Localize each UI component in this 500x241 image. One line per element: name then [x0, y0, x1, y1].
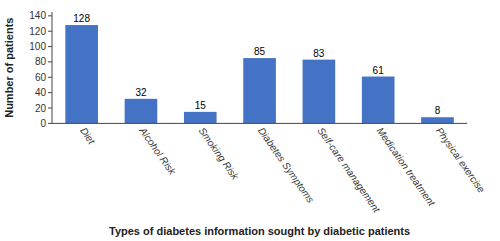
chart: Diet Alcohol Risk Smoking Risk Diabetes Sym…	[0, 0, 500, 241]
data-label: 32	[135, 87, 147, 98]
x-tick-label: Smoking Risk	[197, 125, 242, 182]
bar	[184, 112, 217, 124]
x-tick-label: Medication treatment	[375, 125, 438, 209]
bar	[303, 60, 336, 124]
y-tick	[48, 123, 52, 124]
y-tick	[48, 46, 52, 47]
y-tick-label: 80	[35, 56, 47, 67]
bars	[65, 25, 453, 123]
data-label: 61	[373, 65, 385, 76]
x-tick-label: Self-care management	[315, 125, 383, 215]
y-tick	[48, 31, 52, 32]
data-label: 128	[73, 13, 90, 24]
data-label: 85	[254, 46, 266, 57]
bar	[421, 117, 454, 123]
y-axis-label: Number of patients	[3, 18, 15, 118]
bar	[243, 58, 276, 123]
y-tick-label: 100	[29, 41, 46, 52]
y-tick-label: 20	[35, 103, 47, 114]
y-tick-label: 0	[40, 118, 46, 129]
bar	[362, 77, 395, 124]
y-tick	[48, 92, 52, 93]
y-tick	[48, 61, 52, 62]
x-axis-line	[52, 123, 467, 124]
y-tick	[48, 15, 52, 16]
y-tick-label: 120	[29, 26, 46, 37]
x-axis-label: Types of diabetes information sought by …	[109, 225, 410, 237]
bar	[125, 99, 158, 124]
data-label: 15	[195, 100, 207, 111]
bar	[65, 25, 98, 123]
y-axis-line	[52, 12, 53, 123]
y-tick-label: 60	[35, 72, 47, 83]
x-tick-label: Physical exercise	[434, 125, 488, 195]
y-tick-label: 40	[35, 87, 47, 98]
x-tick-label: Alcohol Risk	[137, 124, 179, 177]
data-label: 83	[313, 48, 325, 59]
y-tick	[48, 108, 52, 109]
y-tick-label: 140	[29, 10, 46, 21]
y-tick	[48, 77, 52, 78]
x-tick-label: Diet	[78, 125, 98, 147]
data-label: 8	[435, 105, 441, 116]
x-tick-label: Diabetes Symptoms	[256, 125, 316, 205]
